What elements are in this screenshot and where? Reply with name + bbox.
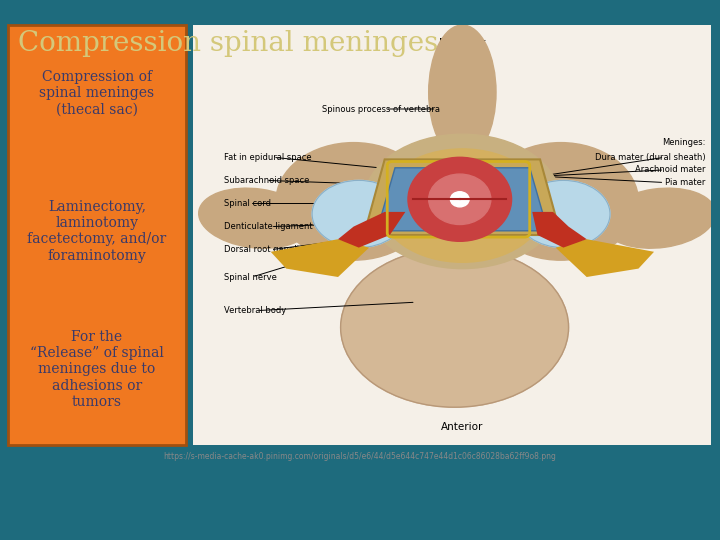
Text: Dorsal root ganglion: Dorsal root ganglion [224,245,310,254]
Polygon shape [364,159,561,235]
Text: Meninges:: Meninges: [662,138,706,147]
Text: Vertebral body: Vertebral body [224,306,287,315]
Polygon shape [532,212,587,248]
Text: Anterior: Anterior [441,422,484,433]
Circle shape [428,174,491,225]
Bar [8,25,186,445]
Text: Pia mater: Pia mater [665,178,706,187]
Ellipse shape [517,180,610,248]
Text: Dura mater (dural sheath): Dura mater (dural sheath) [595,153,706,162]
Text: Spinal cord: Spinal cord [224,199,271,208]
Text: Compression of
spinal meninges
(thecal sac): Compression of spinal meninges (thecal s… [40,70,155,117]
Circle shape [408,157,512,241]
Ellipse shape [199,188,312,248]
Polygon shape [556,239,654,277]
Ellipse shape [379,149,545,262]
Circle shape [451,192,469,207]
Text: Spinal nerve: Spinal nerve [224,273,277,281]
Ellipse shape [312,180,405,248]
Text: Denticulate ligament: Denticulate ligament [224,222,312,231]
Ellipse shape [444,27,480,90]
Ellipse shape [428,25,496,159]
Text: Fat in epidural space: Fat in epidural space [224,153,312,162]
Ellipse shape [276,143,431,260]
Text: Posterior: Posterior [439,38,485,48]
Polygon shape [377,168,548,231]
Ellipse shape [341,248,569,407]
Text: Compression spinal meninges: Compression spinal meninges [18,30,438,57]
Text: Laminectomy,
laminotomy
facetectomy, and/or
foraminotomy: Laminectomy, laminotomy facetectomy, and… [27,200,166,262]
Text: For the
“Release” of spinal
meninges due to
adhesions or
tumors: For the “Release” of spinal meninges due… [30,330,164,409]
Text: Spinous process of vertebra: Spinous process of vertebra [323,105,441,113]
Text: Subarachnoid space: Subarachnoid space [224,176,310,185]
Polygon shape [338,212,405,248]
Text: Arachnoid mater: Arachnoid mater [635,165,706,174]
Ellipse shape [603,188,716,248]
Polygon shape [271,239,369,277]
Bar [193,25,711,445]
Ellipse shape [483,143,639,260]
Ellipse shape [364,134,561,268]
Text: https://s-media-cache-ak0.pinimg.com/originals/d5/e6/44/d5e644c747e44d1c06c86028: https://s-media-cache-ak0.pinimg.com/ori… [163,452,557,461]
